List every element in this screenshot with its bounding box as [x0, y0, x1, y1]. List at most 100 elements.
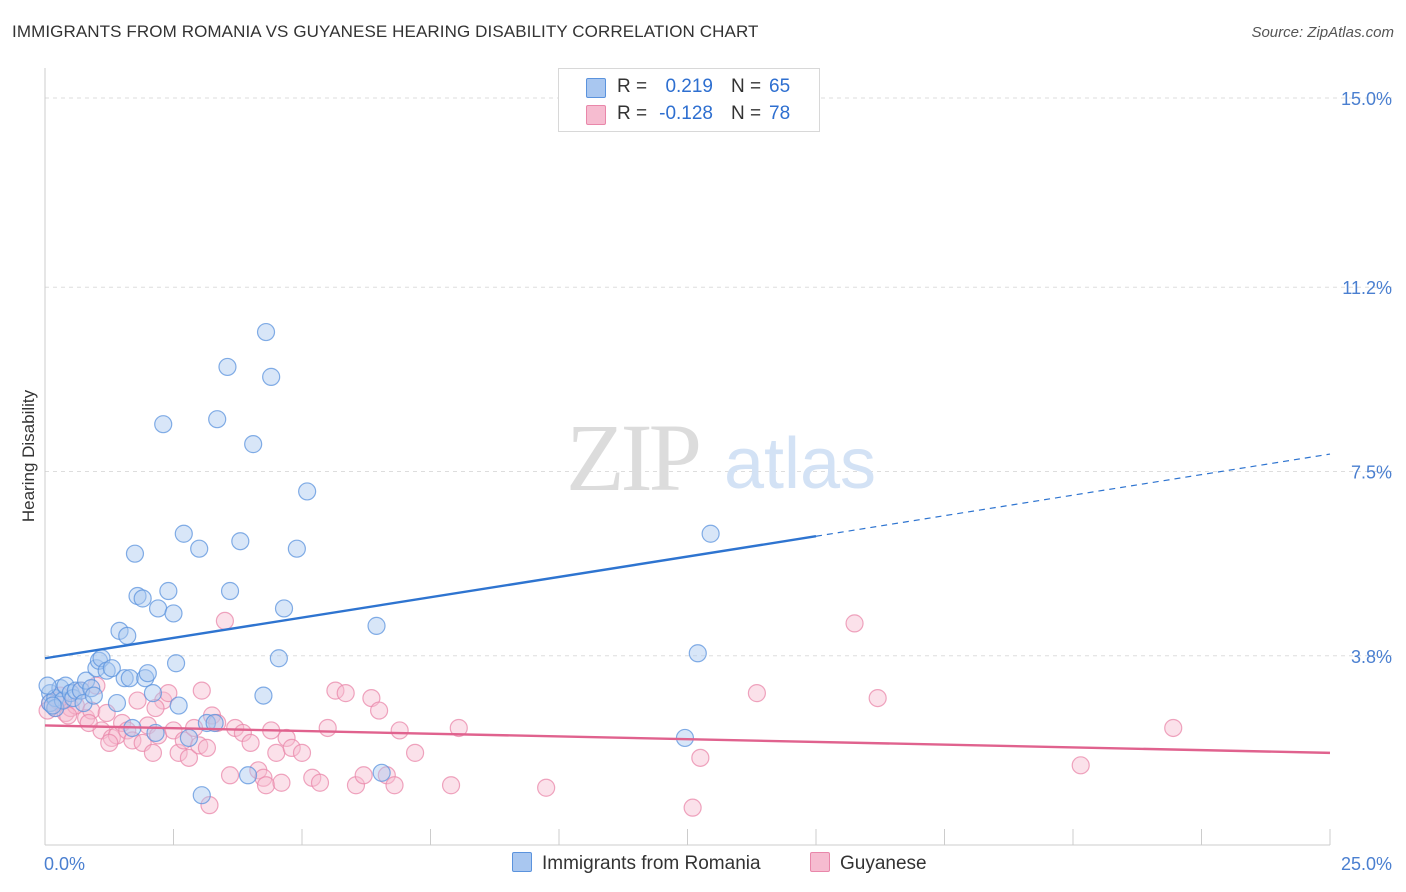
- point-romania: [256, 322, 276, 342]
- grid-layer: [45, 97, 1392, 657]
- point-romania: [262, 367, 281, 386]
- legend-swatch-romania: [586, 78, 606, 98]
- point-guyanese: [254, 768, 273, 787]
- point-romania: [238, 766, 258, 785]
- point-romania: [82, 679, 101, 698]
- point-romania: [287, 539, 306, 558]
- legend-n-value: 78: [769, 103, 791, 124]
- point-romania: [115, 669, 134, 688]
- x-tick-label-min: 0.0%: [44, 854, 85, 874]
- point-romania: [231, 532, 250, 551]
- point-guyanese: [845, 614, 864, 633]
- point-romania: [205, 713, 224, 733]
- axis-layer: [44, 68, 1331, 846]
- point-romania: [169, 696, 188, 715]
- point-guyanese: [159, 684, 178, 703]
- legend-r-label: R =: [617, 103, 648, 124]
- point-guyanese: [192, 681, 211, 700]
- y-tick-labels: 3.8% 7.5% 11.2% 15.0%: [1341, 89, 1392, 667]
- point-romania: [46, 698, 65, 718]
- legend-swatch-guyanese: [810, 852, 830, 872]
- point-romania: [64, 688, 83, 708]
- point-romania: [701, 524, 720, 543]
- point-guyanese: [282, 738, 301, 757]
- point-guyanese: [200, 796, 219, 815]
- trend-line-guyanese: [44, 724, 1331, 755]
- watermark-atlas: atlas: [724, 424, 876, 504]
- point-guyanese: [405, 743, 425, 762]
- x-tick-labels: 0.0% 25.0%: [44, 854, 1392, 874]
- y-tick-label: 11.2%: [1342, 278, 1392, 298]
- point-romania: [143, 684, 163, 703]
- point-guyanese: [128, 691, 147, 710]
- point-romania: [254, 686, 273, 705]
- x-tick-label-max: 25.0%: [1341, 854, 1392, 874]
- legend-swatch-romania: [512, 852, 532, 872]
- legend-n-value: 65: [769, 76, 791, 97]
- point-guyanese: [100, 733, 119, 753]
- point-guyanese: [385, 776, 404, 795]
- point-guyanese: [292, 743, 312, 762]
- point-romania: [166, 654, 186, 673]
- point-guyanese: [390, 721, 409, 740]
- point-guyanese: [441, 776, 461, 795]
- point-romania: [688, 644, 707, 663]
- legend-row-guyanese: R = -0.128 N = 78: [559, 101, 819, 127]
- point-romania: [84, 686, 103, 705]
- trend-line-romania-extension: [815, 453, 1331, 537]
- legend-r-label: R =: [617, 76, 648, 97]
- point-romania: [367, 616, 386, 635]
- source-label: Source: ZipAtlas.com: [1251, 24, 1394, 41]
- point-guyanese: [79, 713, 98, 733]
- point-romania: [125, 544, 145, 563]
- point-romania: [136, 669, 155, 688]
- legend-row-romania: R = 0.219 N = 65: [559, 74, 819, 100]
- legend-n-label: N =: [731, 76, 762, 97]
- point-romania: [120, 669, 139, 688]
- point-guyanese: [370, 701, 389, 720]
- point-guyanese: [354, 766, 373, 785]
- point-guyanese: [179, 748, 199, 767]
- point-guyanese: [449, 718, 468, 738]
- point-guyanese: [146, 698, 165, 718]
- point-romania: [164, 604, 183, 623]
- point-romania: [244, 435, 263, 454]
- point-romania: [208, 410, 227, 429]
- trend-line-romania: [44, 535, 817, 660]
- point-romania: [43, 696, 62, 715]
- legend-item-guyanese[interactable]: Guyanese: [810, 852, 927, 875]
- point-guyanese: [683, 798, 702, 817]
- point-guyanese: [336, 684, 355, 703]
- point-romania: [174, 524, 193, 543]
- point-guyanese: [346, 776, 366, 795]
- point-guyanese: [143, 743, 163, 762]
- point-guyanese: [310, 773, 330, 792]
- correlation-legend: R = 0.219 N = 65 R = -0.128 N = 78: [558, 68, 820, 132]
- point-guyanese: [747, 684, 766, 703]
- point-romania: [372, 763, 391, 782]
- point-guyanese: [241, 733, 260, 753]
- point-guyanese: [272, 773, 291, 792]
- y-tick-label: 15.0%: [1341, 89, 1392, 109]
- y-tick-label: 3.8%: [1351, 647, 1392, 667]
- legend-item-romania[interactable]: Immigrants from Romania: [512, 852, 761, 875]
- point-romania: [74, 693, 93, 713]
- point-romania: [102, 659, 121, 678]
- point-romania: [192, 786, 211, 805]
- point-romania: [220, 581, 240, 601]
- point-guyanese: [197, 738, 217, 757]
- point-guyanese: [220, 766, 240, 785]
- legend-r-value: -0.128: [659, 103, 713, 124]
- point-guyanese: [691, 748, 710, 767]
- point-romania: [298, 482, 317, 501]
- point-guyanese: [537, 778, 556, 797]
- point-romania: [274, 599, 294, 618]
- point-romania: [107, 693, 127, 713]
- point-romania: [179, 728, 199, 748]
- legend-swatch-guyanese: [586, 105, 606, 125]
- point-guyanese: [267, 743, 286, 762]
- point-guyanese: [1071, 756, 1090, 775]
- point-romania: [190, 539, 209, 558]
- point-romania: [197, 713, 217, 733]
